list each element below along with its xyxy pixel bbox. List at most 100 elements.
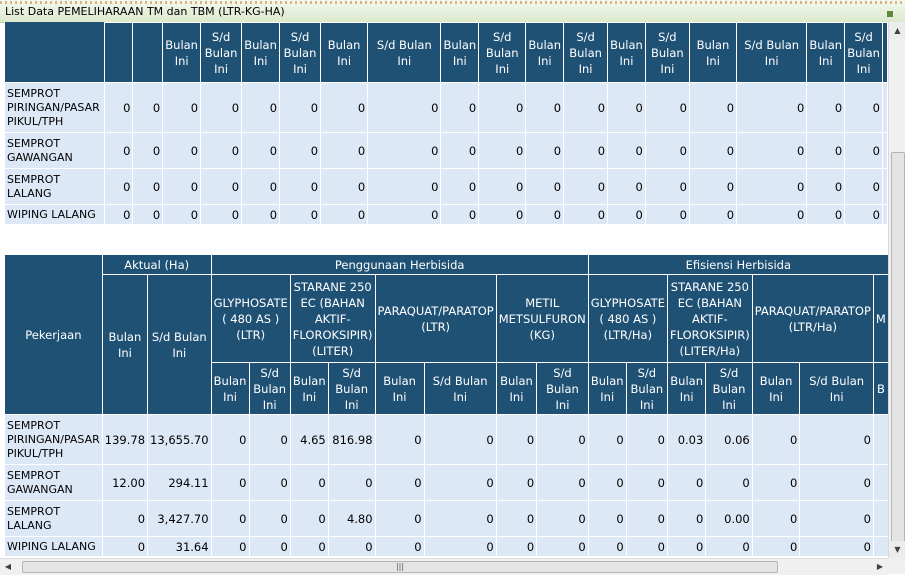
value-cell: 0 — [525, 168, 565, 205]
value-cell: 0 — [241, 132, 281, 169]
header-sd-bulan-ini: S/d Bulan Ini — [705, 362, 753, 415]
value-cell: 0 — [844, 168, 883, 205]
header-efisiensi: Efisiensi Herbisida — [587, 254, 888, 275]
value-cell: 0 — [248, 536, 291, 557]
header-bulan-ini: Bulan Ini — [525, 22, 565, 83]
value-cell: 0 — [440, 82, 480, 133]
value-cell: 0 — [279, 204, 322, 225]
value-cell: 0 — [688, 204, 738, 225]
header-sd-bulan-ini: S/d Bulan Ini — [248, 362, 291, 415]
header-sd-bulan-ini: S/d Bulan Ini — [423, 362, 497, 415]
cut-cell — [872, 536, 888, 557]
value-cell: 0 — [644, 168, 690, 205]
value-cell: 0 — [806, 82, 846, 133]
value-cell: 0 — [132, 132, 164, 169]
value-cell: 0 — [799, 536, 874, 557]
value-cell: 0 — [666, 464, 707, 501]
tm-subheader-row: Bulan Ini S/d Bulan Ini Bulan Ini S/d Bulan… — [5, 22, 888, 83]
header-bulan-ini: Bulan Ini — [241, 22, 281, 83]
value-cell: 0 — [374, 464, 425, 501]
table-row[interactable]: SEMPROT PIRINGAN/PASAR PIKUL/TPH 139.78 13… — [4, 414, 888, 465]
scroll-left-arrow-icon[interactable]: ◀ — [4, 562, 12, 571]
value-cell: 0 — [132, 204, 164, 225]
value-cell: 0.00 — [705, 500, 753, 537]
header-sd-bulan-ini: S/d Bulan Ini — [563, 22, 609, 83]
value-cell: 0 — [374, 536, 425, 557]
header-cut: B — [872, 362, 888, 415]
titlebar-decoration — [0, 1, 905, 4]
value-cell: 0 — [423, 464, 497, 501]
value-cell: 0 — [367, 204, 442, 225]
value-cell: 0 — [289, 464, 329, 501]
value-cell: 0 — [367, 168, 442, 205]
table-row[interactable]: SEMPROT LALANG 0 3,427.70 0 0 0 4.80 0 0 0 0 0 0 0 0.0… — [4, 500, 888, 537]
header-cell — [104, 22, 134, 83]
cut-cell — [872, 500, 888, 537]
value-cell: 0 — [440, 132, 480, 169]
value-cell: 0 — [495, 464, 538, 501]
vertical-scroll-thumb[interactable] — [891, 152, 905, 556]
header-bulan-ini: Bulan Ini — [806, 22, 846, 83]
value-cell: 0 — [536, 536, 589, 557]
value-cell: 294.11 — [147, 464, 212, 501]
tbm-subheader-row: Bulan Ini S/d Bulan Ini Bulan Ini S/d Bulan… — [5, 362, 888, 415]
value-cell: 0 — [607, 168, 646, 205]
value-cell: 0 — [751, 464, 801, 501]
value-cell: 0 — [587, 500, 627, 537]
header-cut-cell — [882, 22, 888, 83]
header-cell — [132, 22, 164, 83]
value-cell: 0 — [736, 168, 808, 205]
value-cell: 0 — [162, 82, 202, 133]
value-cell: 0 — [478, 82, 527, 133]
value-cell: 0 — [423, 414, 497, 465]
value-cell: 0 — [367, 82, 442, 133]
row-label: WIPING LALANG — [4, 536, 103, 557]
scroll-right-arrow-icon[interactable]: ▶ — [876, 562, 884, 571]
value-cell: 0 — [644, 132, 690, 169]
value-cell: 0 — [200, 132, 243, 169]
table-row[interactable]: SEMPROT GAWANGAN 12.00 294.11 0 0 0 0 0 0 0 0 0 0 0 0 0… — [4, 464, 888, 501]
value-cell: 0 — [248, 414, 291, 465]
value-cell: 0 — [705, 536, 753, 557]
value-cell: 0 — [563, 204, 609, 225]
value-cell: 0 — [440, 168, 480, 205]
cut-cell — [882, 132, 888, 169]
header-bulan-ini: Bulan Ini — [101, 274, 149, 415]
value-cell: 0 — [478, 204, 527, 225]
scroll-down-arrow-icon[interactable]: ▼ — [889, 541, 905, 558]
value-cell: 0 — [327, 464, 376, 501]
header-sd-bulan-ini: S/d Bulan Ini — [844, 22, 883, 83]
row-label: SEMPROT GAWANGAN — [3, 132, 106, 169]
value-cell: 0 — [688, 82, 738, 133]
value-cell: 0 — [200, 168, 243, 205]
value-cell: 0 — [844, 132, 883, 169]
vertical-scrollbar[interactable]: ▲ ▼ — [888, 22, 905, 558]
header-bulan-ini: Bulan Ini — [666, 362, 707, 415]
header-sd-bulan-ini: S/d Bulan Ini — [799, 362, 874, 415]
table-row[interactable]: SEMPROT GAWANGAN 0 0 0 0 0 0 0 0 0 0 0 0 0 0 0 0 0 0 — [3, 132, 888, 169]
cut-cell — [872, 464, 888, 501]
tbm-table: Pekerjaan Aktual (Ha) Penggunaan Herbisi… — [4, 254, 888, 557]
value-cell: 0 — [625, 536, 668, 557]
value-cell: 0 — [101, 536, 149, 557]
header-sd-bulan-ini: S/d Bulan Ini — [478, 22, 527, 83]
tm-table-body: SEMPROT PIRINGAN/PASAR PIKUL/TPH 0 0 0 0 0 0 0 0… — [3, 82, 888, 225]
value-cell: 0 — [104, 82, 134, 133]
scroll-up-arrow-icon[interactable]: ▲ — [889, 22, 905, 39]
table-row[interactable]: WIPING LALANG 0 31.64 0 0 0 0 0 0 0 0 0 0 0 0 0 0 — [4, 536, 888, 557]
horizontal-scroll-thumb[interactable]: ||| — [22, 561, 778, 573]
value-cell: 4.65 — [289, 414, 329, 465]
value-cell: 13,655.70 — [147, 414, 212, 465]
table-row[interactable]: WIPING LALANG 0 0 0 0 0 0 0 0 0 0 0 0 0 0 0 0 0 0 — [3, 204, 888, 225]
table-row[interactable]: SEMPROT LALANG 0 0 0 0 0 0 0 0 0 0 0 0 0 0 0 0 0 0 — [3, 168, 888, 205]
tbm-header-row: Bulan Ini S/d Bulan Ini GLYPHOSATE ( 480… — [5, 274, 888, 415]
header-penggunaan-metil: METIL METSULFURON (KG) — [495, 274, 589, 363]
value-cell: 0 — [327, 536, 376, 557]
value-cell: 0 — [279, 82, 322, 133]
table-row[interactable]: SEMPROT PIRINGAN/PASAR PIKUL/TPH 0 0 0 0 0 0 0 0… — [3, 82, 888, 133]
value-cell: 0 — [806, 132, 846, 169]
horizontal-scrollbar[interactable]: ◀ ||| ▶ — [0, 558, 888, 575]
value-cell: 0 — [374, 414, 425, 465]
